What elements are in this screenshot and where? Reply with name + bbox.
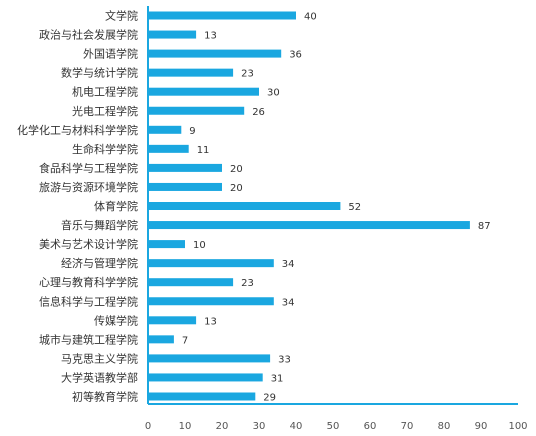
- bar: [148, 163, 222, 172]
- category-label: 外国语学院: [83, 47, 138, 61]
- category-label: 光电工程学院: [72, 104, 138, 118]
- bar: [148, 316, 197, 325]
- x-tick-label: 40: [290, 421, 303, 432]
- category-label: 机电工程学院: [72, 85, 138, 99]
- category-label: 政治与社会发展学院: [39, 28, 138, 42]
- x-tick-label: 60: [364, 421, 377, 432]
- x-tick-label: 50: [327, 421, 340, 432]
- category-label: 心理与教育科学学院: [39, 275, 138, 289]
- category-label: 数学与统计学院: [61, 66, 138, 80]
- category-label: 大学英语教学部: [61, 370, 138, 384]
- bar: [148, 354, 271, 363]
- x-tick-label: 0: [145, 421, 151, 432]
- category-label: 音乐与舞蹈学院: [61, 218, 138, 232]
- data-label: 20: [230, 164, 243, 175]
- data-label: 20: [230, 183, 243, 194]
- category-label: 文学院: [105, 9, 138, 23]
- bar: [148, 49, 282, 58]
- data-label: 23: [241, 69, 254, 80]
- category-label: 初等教育学院: [72, 390, 138, 404]
- data-label: 87: [478, 221, 491, 232]
- category-label: 化学化工与材料科学学院: [17, 123, 138, 137]
- x-tick-label: 20: [216, 421, 229, 432]
- data-label: 31: [271, 373, 284, 384]
- bar: [148, 202, 341, 210]
- data-label: 52: [348, 202, 361, 213]
- x-tick-label: 90: [475, 421, 488, 432]
- bar: [148, 30, 197, 39]
- bar: [148, 106, 245, 115]
- category-label: 美术与艺术设计学院: [39, 237, 138, 251]
- bar: [148, 297, 274, 306]
- x-tick-label: 70: [401, 421, 414, 432]
- category-label: 生命科学学院: [72, 142, 138, 156]
- bar: [148, 373, 263, 382]
- data-label: 13: [204, 31, 217, 42]
- data-label: 23: [241, 278, 254, 289]
- category-label: 旅游与资源环境学院: [39, 180, 138, 194]
- x-axis-tick-labels: 0 10 20 30 40 50 60 70 80 90 100: [145, 421, 528, 432]
- data-label: 34: [282, 297, 295, 308]
- x-tick-label: 30: [253, 421, 266, 432]
- bar: [148, 278, 234, 287]
- category-label: 体育学院: [94, 199, 138, 213]
- category-label: 传媒学院: [94, 313, 138, 327]
- category-label: 城市与建筑工程学院: [39, 332, 138, 346]
- bar: [148, 87, 259, 96]
- data-label: 34: [282, 259, 295, 270]
- bar: [148, 259, 274, 268]
- data-label: 10: [193, 240, 206, 251]
- bar: [148, 221, 470, 230]
- bar: [148, 335, 174, 344]
- data-label: 13: [204, 316, 217, 327]
- bar: [148, 240, 185, 249]
- bar: [148, 68, 234, 77]
- bar: [148, 11, 296, 20]
- bar: [148, 182, 222, 191]
- data-label: 26: [252, 107, 265, 118]
- data-label: 36: [289, 50, 302, 61]
- category-label: 食品科学与工程学院: [39, 161, 138, 175]
- bar: [148, 125, 182, 134]
- x-tick-label: 80: [438, 421, 451, 432]
- data-label: 40: [304, 12, 317, 23]
- bars-group: [148, 11, 470, 401]
- bar: [148, 144, 189, 153]
- bar: [148, 392, 256, 401]
- category-label: 马克思主义学院: [61, 351, 138, 365]
- x-tick-label: 10: [179, 421, 192, 432]
- x-tick-label: 100: [508, 421, 527, 432]
- data-label: 30: [267, 88, 280, 99]
- category-label: 信息科学与工程学院: [39, 294, 138, 308]
- data-label: 29: [263, 393, 276, 404]
- data-label: 7: [182, 335, 188, 346]
- category-labels: 文学院政治与社会发展学院外国语学院数学与统计学院机电工程学院光电工程学院化学化工…: [17, 9, 138, 404]
- data-label: 9: [189, 126, 195, 137]
- data-label: 33: [278, 354, 291, 365]
- data-label: 11: [197, 145, 210, 156]
- category-label: 经济与管理学院: [61, 256, 138, 270]
